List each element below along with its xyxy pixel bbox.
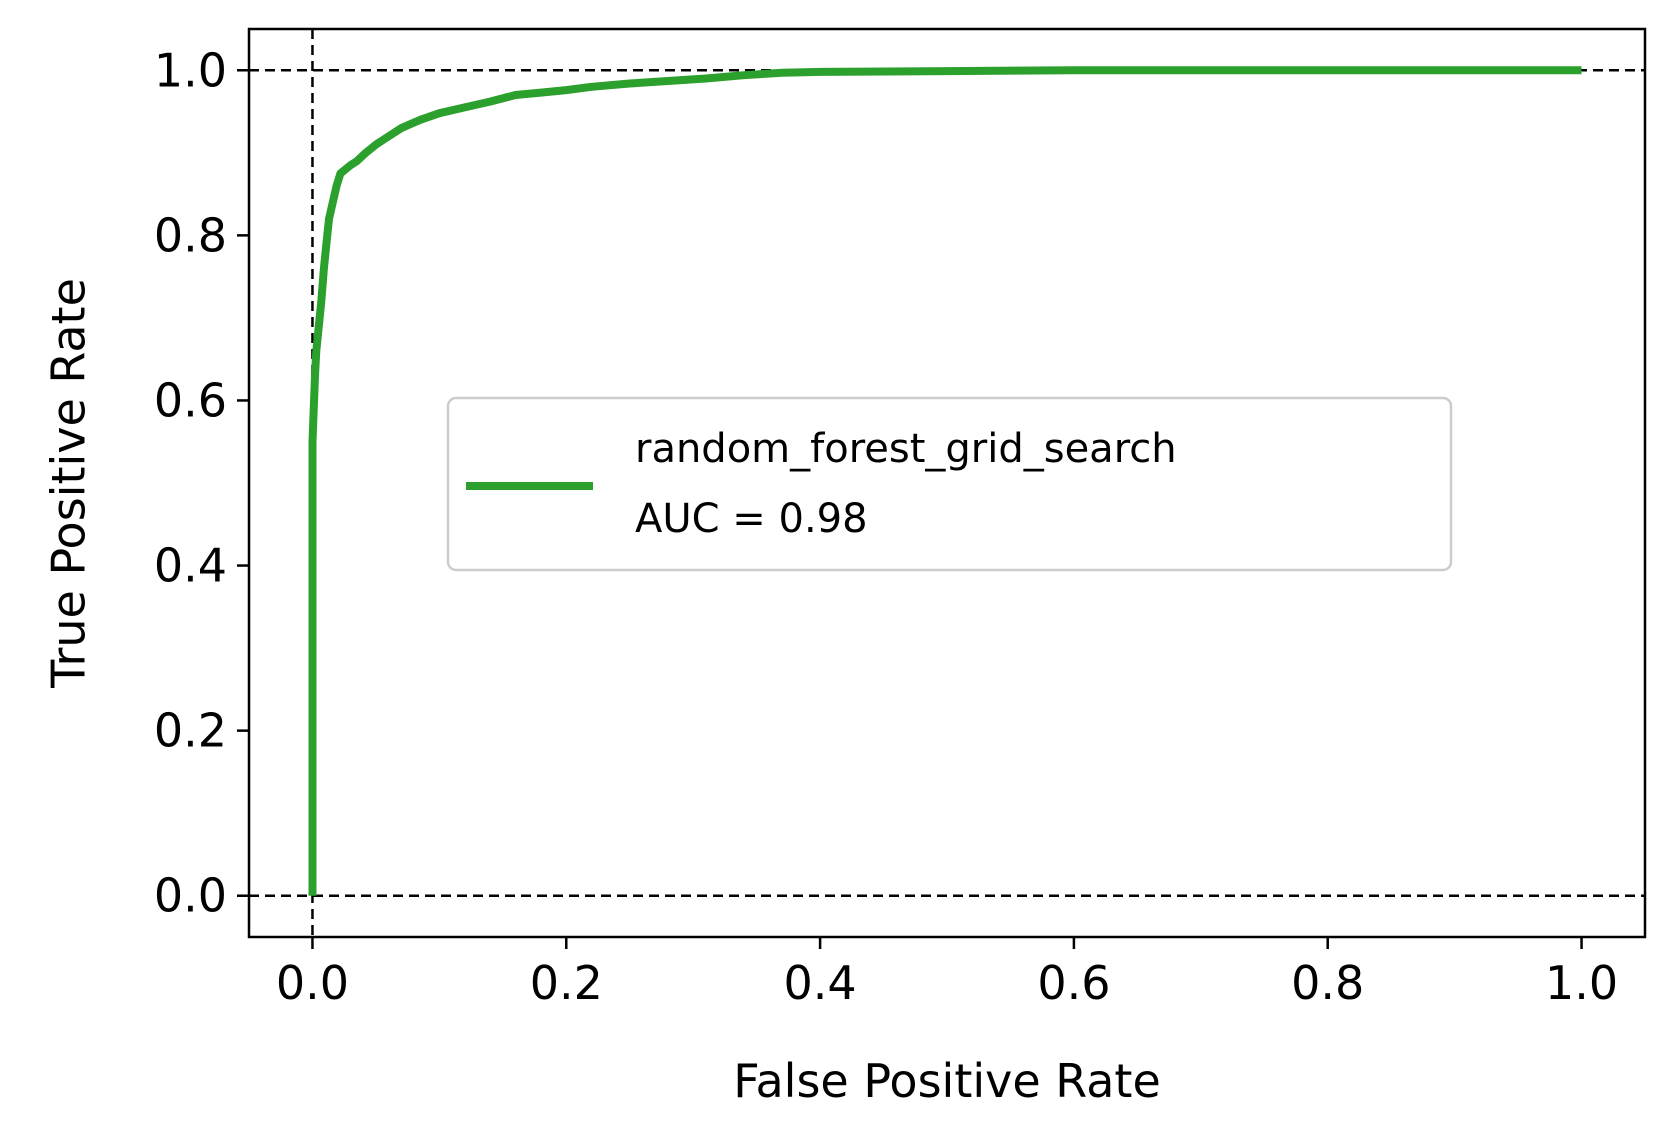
y-tick-label: 0.2 [154, 704, 227, 758]
x-tick-label: 0.8 [1291, 956, 1364, 1010]
legend: random_forest_grid_search AUC = 0.98 [446, 396, 1453, 572]
y-tick-label: 1.0 [154, 43, 227, 97]
y-axis-label: True Positive Rate [42, 278, 96, 689]
legend-auc-label: AUC = 0.98 [635, 496, 868, 542]
y-tick-label: 0.6 [154, 373, 227, 427]
x-tick-label: 1.0 [1545, 956, 1618, 1010]
x-tick-label: 0.4 [784, 956, 857, 1010]
series-layer [308, 66, 1582, 896]
legend-series-name: random_forest_grid_search [635, 426, 1177, 472]
series-line-0 [308, 66, 1582, 896]
plot-frame [247, 27, 1647, 939]
y-axis-ticks: 0.0 0.2 0.4 0.6 0.8 1.0 [154, 43, 249, 923]
x-axis-ticks: 0.0 0.2 0.4 0.6 0.8 1.0 [276, 937, 1618, 1010]
x-axis-label: False Positive Rate [733, 1054, 1161, 1108]
x-tick-label: 0.2 [530, 956, 603, 1010]
x-tick-label: 0.6 [1037, 956, 1110, 1010]
x-tick-label: 0.0 [276, 956, 349, 1010]
y-tick-label: 0.0 [154, 869, 227, 923]
legend-box [446, 396, 1453, 572]
y-tick-label: 0.8 [154, 208, 227, 262]
y-tick-label: 0.4 [154, 539, 227, 593]
